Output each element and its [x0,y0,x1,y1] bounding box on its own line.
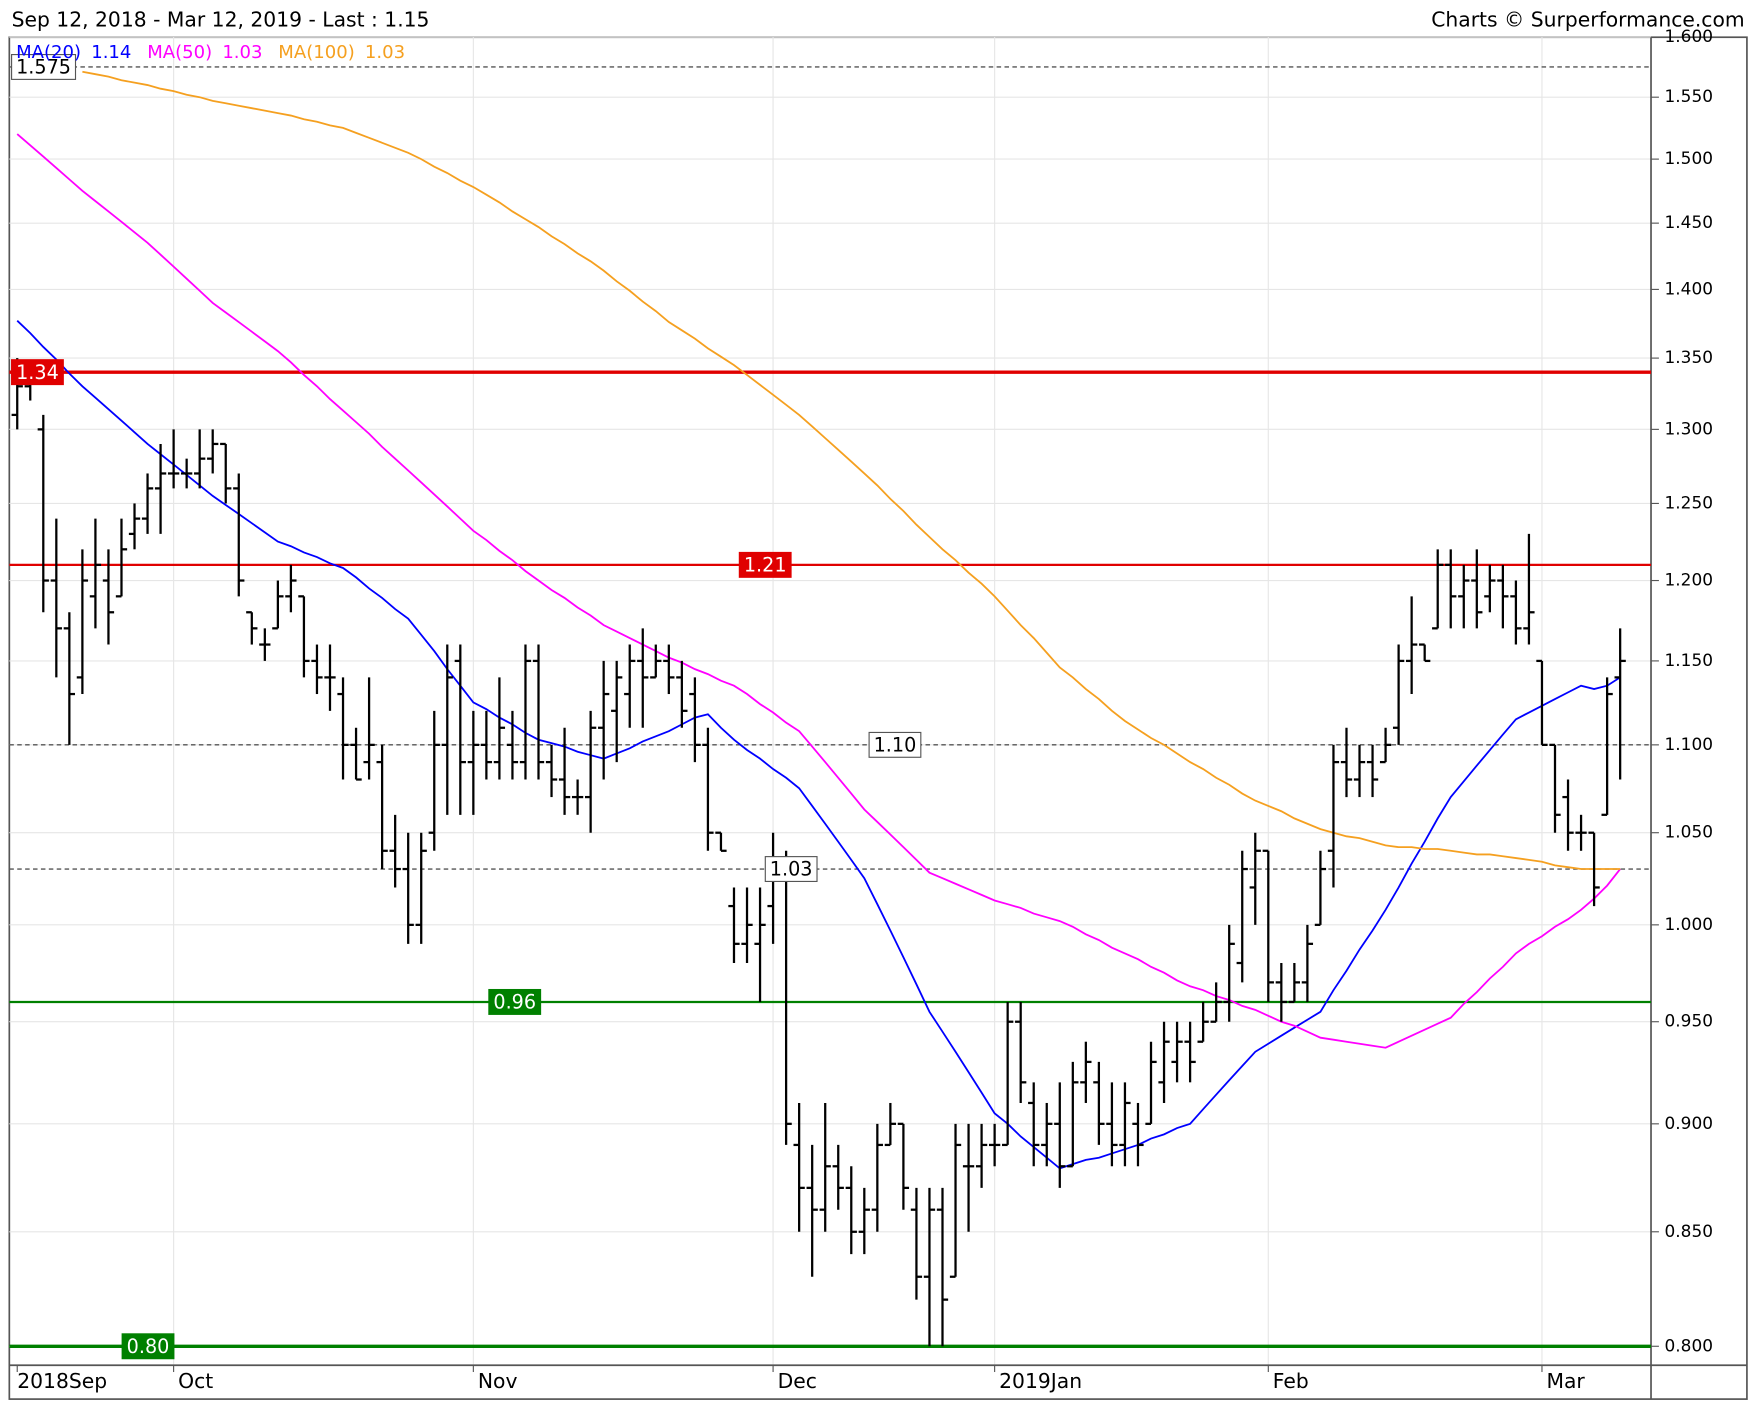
y-tick-label: 1.050 [1665,822,1713,842]
y-tick-label: 0.950 [1665,1011,1713,1031]
level-label-text: 1.03 [770,858,813,881]
level-label-box [11,359,64,386]
legend-value: 1.03 [222,42,262,63]
y-tick-label: 1.350 [1665,347,1713,367]
legend-name: MA(100) [278,42,354,63]
level-label: 0.80 [121,1333,175,1360]
level-label-box [738,551,792,578]
level-label: 1.03 [764,856,818,883]
legend-value: 1.14 [91,42,131,63]
x-tick-label: Dec [778,1369,817,1393]
legend-name: MA(50) [147,42,212,63]
x-tick-label: Feb [1273,1369,1309,1393]
y-tick-label: 0.850 [1665,1221,1713,1241]
level-label-text: 1.575 [16,56,71,79]
legend-value: 1.03 [365,42,405,63]
y-tick-label: 1.400 [1665,278,1713,298]
legend-name: MA(20) [16,42,81,63]
chart-source: Charts © Surperformance.com [1431,7,1744,31]
level-label-box [764,856,818,883]
x-tick-label: Mar [1546,1369,1585,1393]
y-tick-label: 1.500 [1665,148,1713,168]
y-tick-label: 1.250 [1665,492,1713,512]
level-label: 1.10 [868,731,922,758]
y-tick-label: 0.800 [1665,1335,1713,1355]
x-tick-label: 2018Sep [17,1369,107,1393]
y-tick-label: 1.550 [1665,86,1713,106]
level-label: 1.21 [738,551,792,578]
y-tick-label: 0.900 [1665,1113,1713,1133]
y-tick-label: 1.100 [1665,734,1713,754]
level-label-text: 1.34 [16,361,59,384]
level-label-box [868,731,922,758]
chart-title: Sep 12, 2018 - Mar 12, 2019 - Last : 1.1… [12,7,430,31]
x-tick-label: Nov [478,1369,518,1393]
x-tick-label: 2019Jan [999,1369,1082,1393]
y-tick-label: 1.300 [1665,418,1713,438]
level-label-text: 0.96 [493,991,536,1014]
y-tick-label: 1.450 [1665,212,1713,232]
level-label-box [488,988,542,1015]
ma-line [82,70,1621,870]
level-label: 1.34 [11,359,64,386]
level-label-text: 1.10 [874,733,917,756]
x-tick-label: Oct [178,1369,213,1393]
y-tick-label: 1.200 [1665,570,1713,590]
level-label-text: 1.21 [744,553,787,576]
level-label-box [11,54,77,80]
y-tick-label: 1.150 [1665,650,1713,670]
level-label-box [121,1333,175,1360]
level-label-text: 0.80 [127,1335,170,1358]
ma-line [16,133,1621,1049]
y-tick-label: 1.000 [1665,914,1713,934]
ma-line [16,320,1621,1170]
level-label: 1.575 [11,54,77,80]
level-label: 0.96 [488,988,542,1015]
y-tick-label: 1.600 [1665,26,1713,46]
